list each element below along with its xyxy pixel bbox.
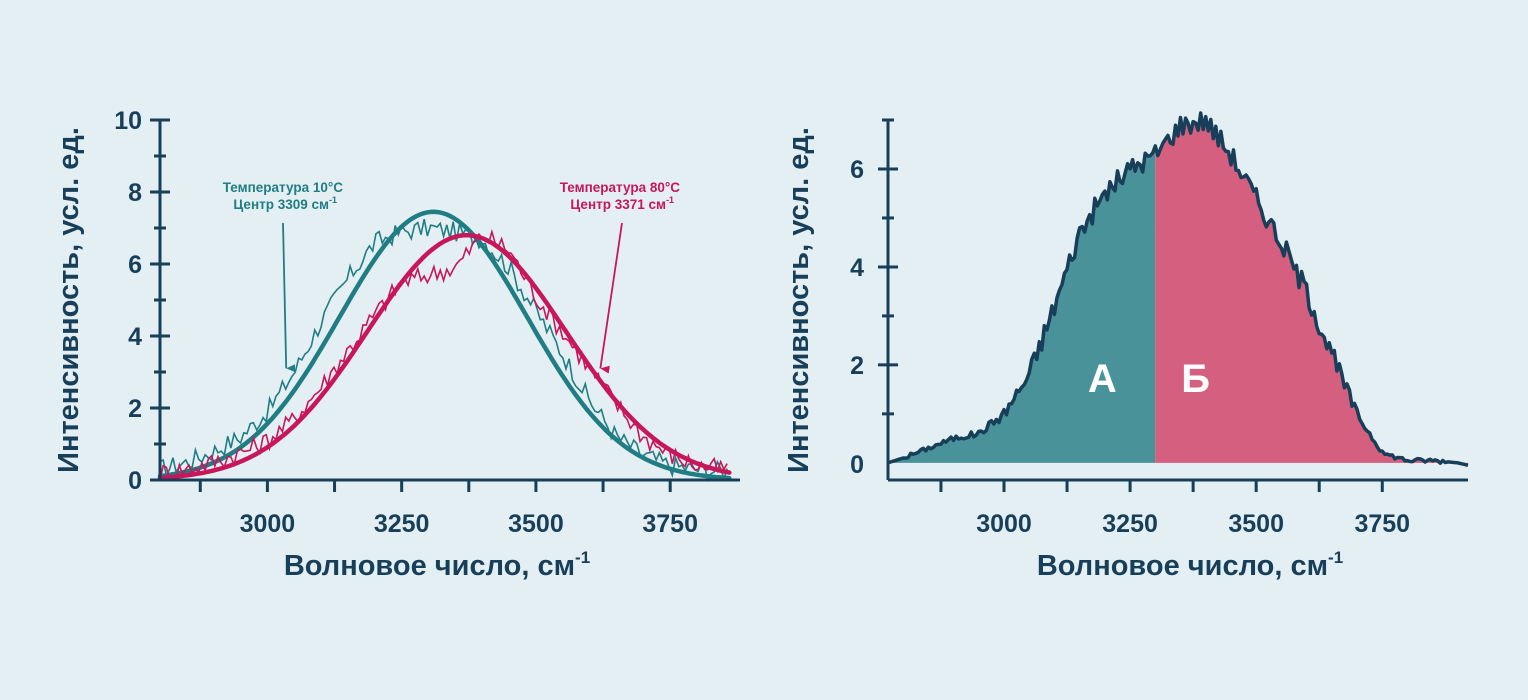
right-y-tick-label: 2 (850, 352, 864, 380)
spectrum-outline (887, 111, 1469, 468)
left-axes: 0 2 4 6 8 10 3000 3250 3500 3750 (114, 107, 740, 538)
noisy-spectrum-teal (159, 219, 728, 483)
left-x-axis-title: Волновое число, см-1 (284, 548, 590, 582)
right-y-axis-title: Интенсивность, усл. ед. (783, 127, 815, 473)
region-a-area (888, 145, 1156, 463)
annotation-temperature-crimson: Температура 80°С (560, 180, 681, 195)
left-y-tick-label: 10 (114, 107, 142, 135)
annotation-temperature-teal: Температура 10°С (223, 180, 344, 195)
right-x-axis-title: Волновое число, см-1 (1037, 548, 1343, 582)
temperature-spectra-chart: 0 2 4 6 8 10 3000 3250 3500 3750 Температура 10°С… (53, 107, 740, 582)
annotation-arrow-teal (282, 222, 296, 373)
right-x-tick-label: 3250 (1102, 510, 1158, 538)
annotation-arrow-crimson (599, 222, 623, 374)
left-y-tick-label: 0 (128, 467, 142, 495)
right-y-tick-label: 6 (850, 156, 864, 184)
left-x-tick-label: 3000 (240, 510, 296, 538)
region-label-b: Б (1181, 357, 1210, 401)
left-plot-curves (157, 209, 732, 483)
right-x-tick-label: 3000 (976, 510, 1032, 538)
region-b-area (1155, 113, 1468, 466)
right-x-tick-label: 3500 (1228, 510, 1284, 538)
annotation-center-crimson: Центр 3371 см-1 (570, 195, 674, 212)
left-y-tick-label: 2 (128, 395, 142, 423)
region-label-a: А (1088, 357, 1117, 401)
fit-curve-crimson (157, 232, 732, 481)
left-x-tick-label: 3500 (508, 510, 564, 538)
right-y-zero-label: 0 (850, 451, 864, 479)
noisy-spectrum-crimson (159, 228, 728, 482)
right-y-tick-label: 4 (850, 254, 864, 282)
left-y-tick-label: 6 (128, 251, 142, 279)
left-x-tick-label: 3750 (642, 510, 698, 538)
fit-curve-teal (157, 209, 732, 481)
right-axes: 2 4 6 0 3000 3250 3500 3750 (850, 118, 1468, 538)
right-x-tick-label: 3750 (1354, 510, 1410, 538)
left-y-tick-label: 8 (128, 179, 142, 207)
left-y-tick-label: 4 (128, 323, 142, 351)
annotation-center-teal: Центр 3309 см-1 (233, 195, 337, 212)
left-x-tick-label: 3250 (374, 510, 430, 538)
left-y-axis-title: Интенсивность, усл. ед. (53, 127, 85, 473)
